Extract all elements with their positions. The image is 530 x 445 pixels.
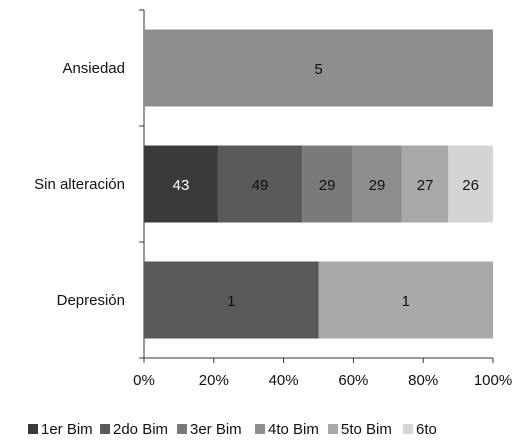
legend-swatch — [100, 424, 110, 434]
x-tick-label: 60% — [338, 372, 368, 389]
data-label: 27 — [417, 177, 434, 194]
category-label: Ansiedad — [62, 60, 125, 77]
legend-label: 2do Bim — [113, 421, 168, 438]
x-tick-label: 20% — [199, 372, 229, 389]
x-tick-label: 0% — [133, 372, 155, 389]
data-label: 43 — [173, 177, 190, 194]
legend-swatch — [255, 424, 265, 434]
data-label: 49 — [252, 177, 269, 194]
legend-label: 5to Bim — [341, 421, 392, 438]
data-label: 29 — [319, 177, 336, 194]
bar-segment — [144, 261, 319, 339]
legend-label: 1er Bim — [41, 421, 93, 438]
bar-segment — [217, 145, 303, 223]
bar-segment — [352, 145, 402, 223]
legend-label: 3er Bim — [190, 421, 242, 438]
bar-segment — [144, 29, 493, 107]
x-tick-label: 100% — [474, 372, 512, 389]
category-label: Depresión — [57, 292, 125, 309]
bar-segment — [302, 145, 353, 223]
legend-label: 6to — [416, 421, 437, 438]
data-label: 5 — [314, 61, 322, 78]
legend-swatch — [403, 424, 413, 434]
bar-segment — [318, 261, 493, 339]
legend-label: 4to Bim — [268, 421, 319, 438]
bar-segment — [401, 145, 449, 223]
x-tick-label: 40% — [269, 372, 299, 389]
legend-swatch — [177, 424, 187, 434]
legend-swatch — [328, 424, 338, 434]
legend-swatch — [28, 424, 38, 434]
data-label: 1 — [227, 293, 235, 310]
bar-segment — [144, 145, 218, 223]
bar-segment — [448, 145, 493, 223]
x-tick-label: 80% — [408, 372, 438, 389]
data-label: 29 — [369, 177, 386, 194]
data-label: 26 — [462, 177, 479, 194]
category-label: Sin alteración — [34, 176, 125, 193]
data-label: 1 — [402, 293, 410, 310]
